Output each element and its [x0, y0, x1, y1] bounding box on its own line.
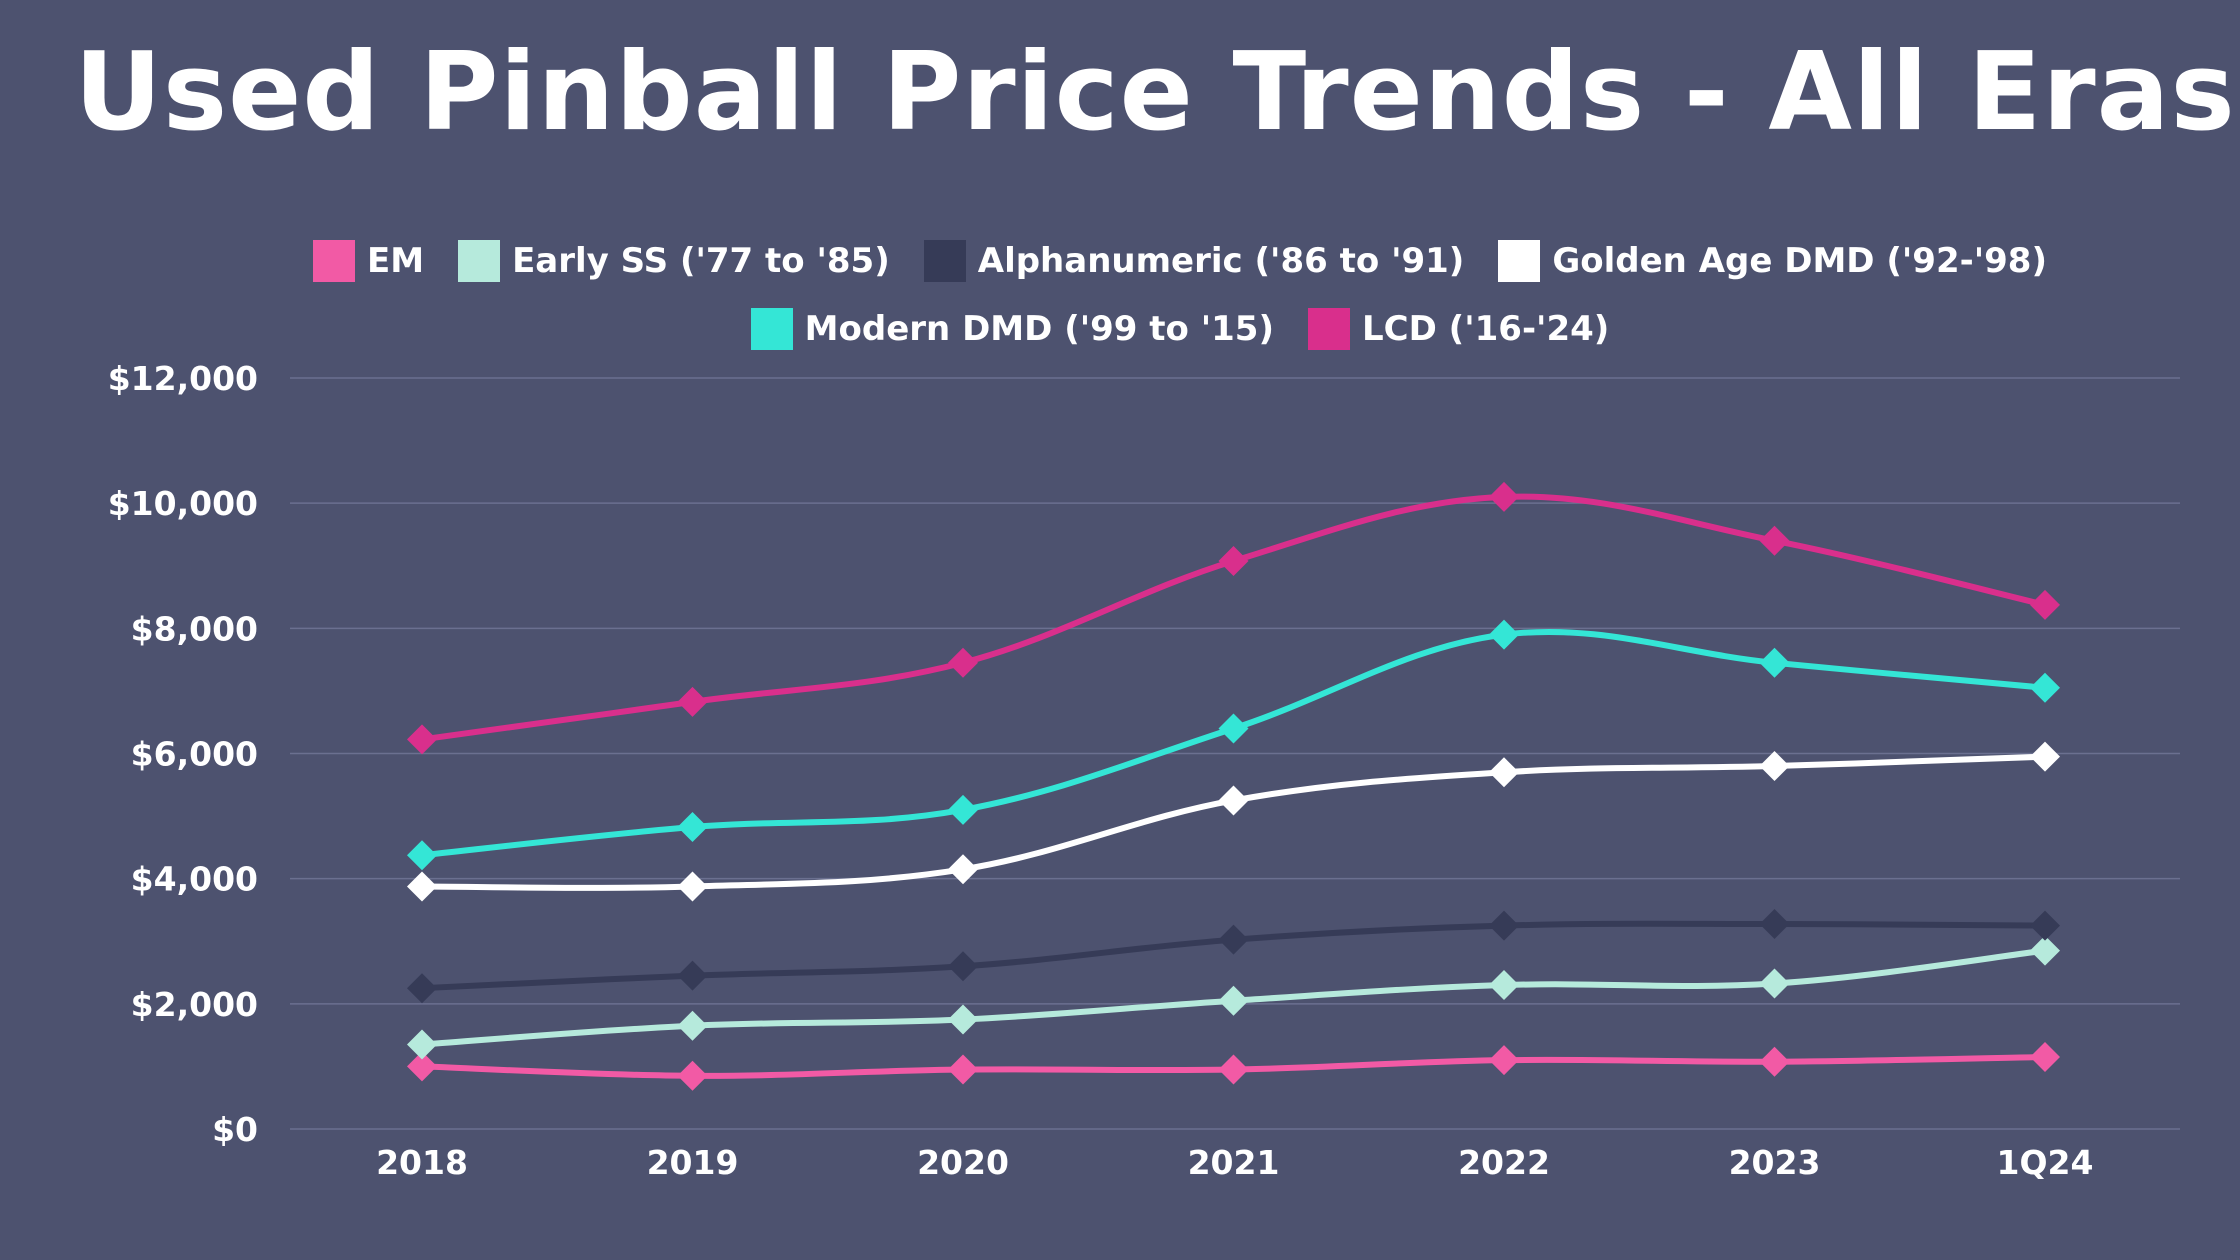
y-tick-label: $12,000 — [108, 359, 258, 398]
legend-item-lcd-16-24: LCD ('16-'24) — [1308, 308, 1609, 350]
data-point-golden-age-dmd-92-98 — [948, 854, 978, 885]
data-point-lcd-16-24 — [948, 647, 978, 678]
series-line-modern-dmd-99-to-15 — [419, 628, 2048, 859]
data-point-golden-age-dmd-92-98 — [407, 871, 437, 902]
data-point-alphanumeric-86-to-91 — [1218, 924, 1249, 955]
y-tick-label: $8,000 — [131, 609, 258, 648]
x-tick-label: 2021 — [1188, 1143, 1280, 1182]
legend-swatch — [750, 308, 793, 350]
data-point-modern-dmd-99-to-15 — [2030, 672, 2060, 703]
data-point-em — [1759, 1046, 1790, 1077]
legend-item-alphanumeric-86-to-91: Alphanumeric ('86 to '91) — [923, 240, 1465, 282]
legend: EM Early SS ('77 to '85) Alphanumeric ('86… — [300, 240, 2060, 350]
legend-label: Modern DMD ('99 to '15) — [804, 309, 1274, 349]
data-point-golden-age-dmd-92-98 — [1759, 751, 1790, 782]
data-point-modern-dmd-99-to-15 — [407, 840, 437, 871]
chart-title: Used Pinball Price Trends - All Eras — [74, 30, 2236, 155]
data-point-early-ss-77-to-85 — [2030, 935, 2060, 966]
legend-item-em: EM — [313, 240, 424, 282]
data-point-alphanumeric-86-to-91 — [948, 951, 978, 982]
legend-swatch — [923, 240, 966, 282]
data-point-lcd-16-24 — [1218, 546, 1249, 577]
data-point-early-ss-77-to-85 — [1218, 985, 1249, 1016]
data-point-alphanumeric-86-to-91 — [407, 973, 437, 1004]
legend-item-early-ss-77-to-85: Early SS ('77 to '85) — [458, 240, 890, 282]
data-point-lcd-16-24 — [2030, 589, 2060, 620]
legend-item-golden-age-dmd-92-98: Golden Age DMD ('92-'98) — [1498, 240, 2047, 282]
legend-label: LCD ('16-'24) — [1362, 309, 1610, 349]
series-line-golden-age-dmd-92-98 — [419, 753, 2048, 891]
data-point-alphanumeric-86-to-91 — [2030, 910, 2060, 941]
data-point-golden-age-dmd-92-98 — [1218, 785, 1249, 816]
data-point-alphanumeric-86-to-91 — [1489, 910, 1519, 941]
x-tick-label: 2019 — [647, 1143, 739, 1182]
data-point-lcd-16-24 — [1759, 525, 1790, 556]
y-tick-label: $4,000 — [131, 860, 258, 899]
data-point-alphanumeric-86-to-91 — [1759, 909, 1790, 940]
x-tick-label: 2023 — [1729, 1143, 1821, 1182]
data-point-em — [2030, 1042, 2060, 1073]
data-point-lcd-16-24 — [677, 686, 708, 717]
data-point-golden-age-dmd-92-98 — [2030, 741, 2060, 772]
legend-swatch — [458, 240, 501, 282]
data-point-early-ss-77-to-85 — [1489, 970, 1519, 1001]
legend-swatch — [313, 240, 355, 282]
series-line-lcd-16-24 — [419, 493, 2048, 743]
data-point-golden-age-dmd-92-98 — [1489, 757, 1519, 788]
data-point-lcd-16-24 — [1489, 481, 1519, 512]
data-point-early-ss-77-to-85 — [407, 1029, 437, 1060]
data-point-modern-dmd-99-to-15 — [677, 812, 708, 843]
data-point-early-ss-77-to-85 — [677, 1010, 708, 1041]
data-point-golden-age-dmd-92-98 — [677, 871, 708, 902]
data-point-early-ss-77-to-85 — [1759, 968, 1790, 999]
data-point-em — [1218, 1054, 1249, 1085]
x-tick-label: 2022 — [1458, 1143, 1550, 1182]
legend-label: Golden Age DMD ('92-'98) — [1552, 241, 2047, 281]
y-tick-label: $2,000 — [131, 985, 258, 1024]
legend-label: EM — [367, 241, 425, 281]
data-point-modern-dmd-99-to-15 — [1218, 713, 1249, 744]
legend-label: Early SS ('77 to '85) — [512, 241, 890, 281]
data-point-alphanumeric-86-to-91 — [677, 960, 708, 991]
data-point-modern-dmd-99-to-15 — [1489, 619, 1519, 650]
data-point-em — [948, 1054, 978, 1085]
data-point-em — [1489, 1045, 1519, 1076]
y-tick-label: $6,000 — [131, 735, 258, 774]
x-tick-label: 2018 — [376, 1143, 468, 1182]
data-point-em — [677, 1060, 708, 1091]
data-point-modern-dmd-99-to-15 — [948, 794, 978, 825]
legend-swatch — [1498, 240, 1541, 282]
data-point-lcd-16-24 — [407, 724, 437, 755]
data-point-modern-dmd-99-to-15 — [1759, 647, 1790, 678]
data-point-em — [407, 1051, 437, 1082]
legend-item-modern-dmd-99-to-15: Modern DMD ('99 to '15) — [750, 308, 1274, 350]
legend-label: Alphanumeric ('86 to '91) — [977, 241, 1465, 281]
y-tick-label: $10,000 — [108, 484, 258, 523]
legend-swatch — [1308, 308, 1350, 350]
y-tick-label: $0 — [212, 1110, 258, 1149]
data-point-early-ss-77-to-85 — [948, 1004, 978, 1035]
x-tick-label: 1Q24 — [1997, 1143, 2094, 1182]
x-tick-label: 2020 — [917, 1143, 1009, 1182]
